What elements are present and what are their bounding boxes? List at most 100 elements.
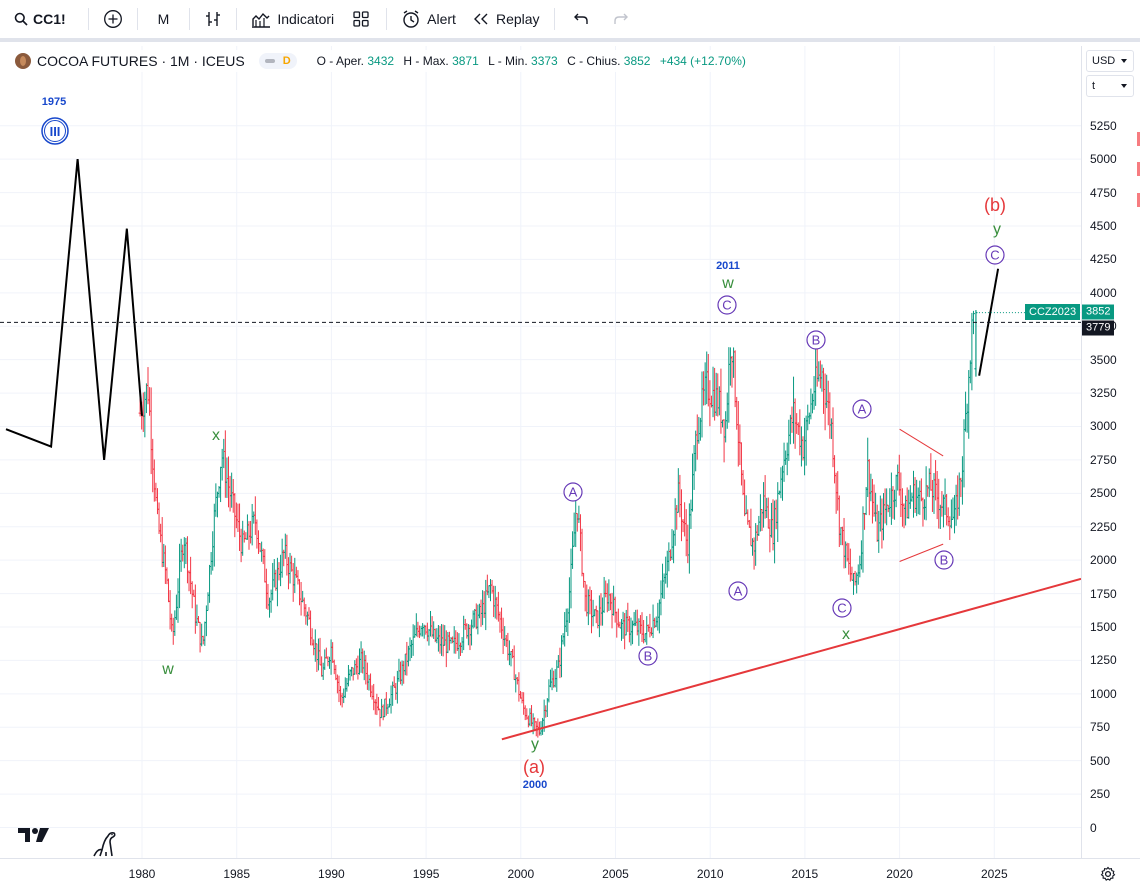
price-bar (716, 373, 720, 417)
price-bar (893, 489, 897, 520)
price-bar (509, 650, 513, 667)
replay-label: Replay (495, 11, 540, 27)
price-bar (189, 556, 193, 595)
price-bar (233, 493, 237, 538)
price-bar (438, 625, 442, 654)
price-bar (792, 376, 796, 444)
price-bar (593, 609, 597, 617)
tradingview-logo-icon (18, 828, 49, 842)
redo-button[interactable] (601, 2, 641, 36)
compare-symbol-button[interactable] (95, 2, 131, 36)
symbol-search-button[interactable]: CC1! (0, 2, 82, 36)
price-bar (544, 705, 548, 718)
price-bar (298, 579, 302, 606)
price-axis[interactable]: USD t 5250500047504500425040003750350032… (1081, 46, 1140, 858)
price-bar (643, 633, 647, 643)
data-delay-badge[interactable]: D (258, 53, 297, 69)
price-bar (956, 475, 960, 520)
wave-a-label: A (563, 482, 583, 502)
price-bar (376, 696, 380, 711)
time-axis[interactable]: 1980 1985 1990 1995 2000 2005 2010 2015 2020 2025 (0, 858, 1140, 895)
price-bar (313, 629, 317, 662)
price-tick-label: 2000 (1090, 553, 1117, 568)
unit-select[interactable]: t (1086, 75, 1134, 97)
wave-b-2022-label-text: B (940, 553, 949, 568)
price-bar (788, 414, 792, 445)
chart-style-button[interactable] (196, 2, 230, 36)
low-value: 3373 (531, 54, 558, 68)
price-tick-label: 2250 (1090, 519, 1117, 534)
price-bar (387, 698, 391, 708)
price-bar (225, 457, 229, 498)
replay-button[interactable]: Replay (464, 2, 548, 36)
price-bar (634, 609, 638, 626)
alert-button[interactable]: Alert (393, 2, 464, 36)
price-bar (361, 648, 365, 674)
price-bar (182, 537, 186, 569)
price-bar (916, 487, 920, 515)
price-bar (850, 566, 854, 581)
price-bar (935, 470, 939, 520)
price-bar (840, 526, 844, 546)
price-bar (796, 422, 800, 436)
price-bar (900, 488, 904, 527)
price-bar (743, 479, 747, 517)
price-bar (473, 608, 477, 628)
crosshair-price-badge: 3779 (1082, 320, 1115, 336)
price-bar (965, 403, 969, 433)
undo-button[interactable] (561, 2, 601, 36)
price-bar (739, 442, 743, 486)
search-icon (14, 12, 28, 26)
price-bar (863, 512, 867, 530)
price-bar (328, 656, 332, 669)
price-bar (765, 497, 769, 519)
price-tick-label: 1500 (1090, 619, 1117, 634)
chart-settings-button[interactable] (1100, 866, 1116, 887)
price-bar (608, 593, 612, 611)
price-bar (290, 555, 294, 572)
price-bar (309, 610, 313, 646)
price-bar (155, 488, 159, 515)
wave-a-2018-label: A (852, 399, 872, 419)
add-symbol-icon (103, 10, 122, 28)
price-bar (667, 542, 671, 572)
price-bar (657, 599, 661, 634)
price-bar (173, 610, 177, 636)
price-bar (226, 456, 230, 508)
price-bar (208, 564, 212, 603)
price-bar (528, 708, 532, 727)
templates-button[interactable] (342, 2, 380, 36)
price-bar (244, 532, 248, 540)
support-trendline (501, 577, 1082, 741)
price-bar (736, 401, 740, 467)
indicators-button[interactable]: Indicatori (243, 2, 342, 36)
toolbar-divider (386, 8, 388, 30)
price-bar (337, 675, 341, 703)
tradingview-logo[interactable] (18, 826, 50, 849)
wave-c-2011-label: C (717, 295, 737, 315)
price-tick-label: 4500 (1090, 218, 1117, 233)
interval-button[interactable]: M (144, 2, 184, 36)
price-bar (945, 494, 949, 526)
price-bar (316, 638, 320, 671)
price-bar (777, 490, 781, 495)
price-bar (288, 552, 292, 584)
price-bar (575, 513, 579, 532)
price-bar (231, 478, 235, 513)
price-bar (440, 624, 444, 656)
contract-label: CCZ2023 (1025, 304, 1081, 320)
price-bar (894, 474, 898, 508)
price-bar (738, 424, 742, 466)
price-bar (580, 528, 584, 577)
price-bar (852, 572, 856, 595)
price-bar (968, 360, 972, 384)
price-bar (154, 482, 158, 502)
wave-b-2022-label-ring (934, 550, 954, 570)
price-tick-label: 5250 (1090, 118, 1117, 133)
currency-select[interactable]: USD (1086, 50, 1134, 72)
price-bar (659, 580, 663, 616)
price-bar (934, 460, 938, 501)
price-bar (706, 353, 710, 407)
